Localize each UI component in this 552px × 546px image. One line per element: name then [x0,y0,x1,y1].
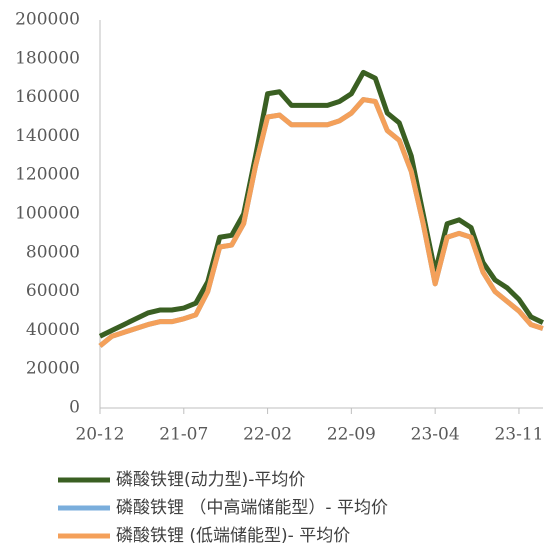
y-tick-label: 100000 [15,204,80,224]
y-tick-label: 0 [69,398,80,418]
x-tick-label: 21-07 [159,425,208,445]
x-tick-label: 23-04 [411,425,460,445]
y-tick-label: 80000 [26,242,80,262]
y-tick-label: 40000 [26,320,80,340]
y-tick-label: 60000 [26,281,80,301]
x-tick-label: 20-12 [75,425,124,445]
y-tick-label: 180000 [15,48,80,68]
y-tick-label: 20000 [26,359,80,379]
x-tick-label: 22-02 [243,425,292,445]
legend-label: 磷酸铁锂 (低端储能型)- 平均价 [116,526,350,546]
x-tick-label: 22-09 [327,425,376,445]
legend-label: 磷酸铁锂(动力型)-平均价 [116,470,305,490]
y-tick-label: 200000 [15,10,80,30]
y-tick-label: 120000 [15,165,80,185]
series-line [98,69,544,339]
y-tick-label: 140000 [15,126,80,146]
y-tick-label: 160000 [15,87,80,107]
x-tick-label: 23-11 [494,425,543,445]
series-line [98,97,544,348]
legend-label: 磷酸铁锂 （中高端储能型）- 平均价 [116,498,388,518]
